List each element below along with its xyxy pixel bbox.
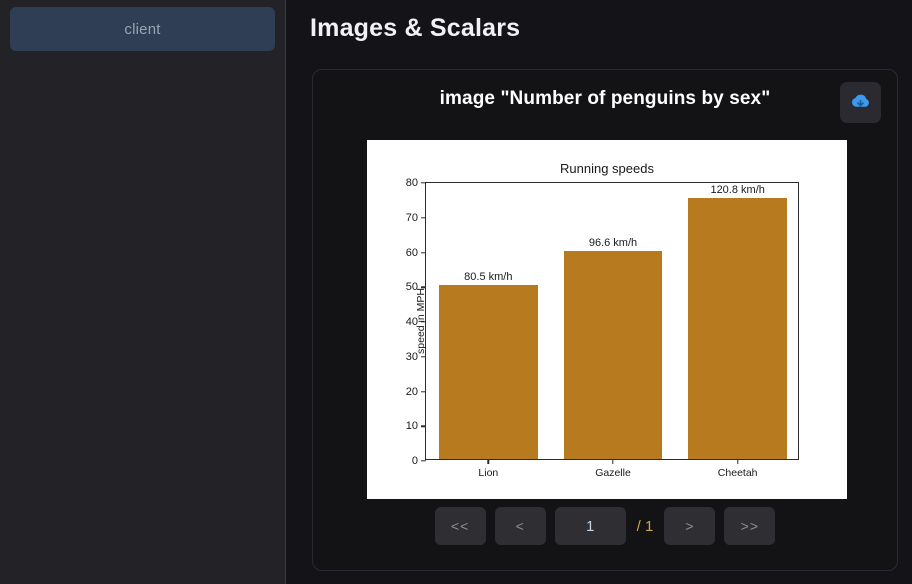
cloud-download-button[interactable] — [840, 82, 881, 123]
last-page-button[interactable]: >> — [724, 507, 776, 545]
bar-value-label: 96.6 km/h — [588, 236, 638, 249]
y-tick-mark — [421, 182, 426, 184]
y-tick-mark — [421, 286, 426, 288]
card-header: image "Number of penguins by sex" — [313, 70, 897, 132]
pagination: << < / 1 > >> — [313, 507, 897, 545]
bar — [688, 198, 787, 459]
next-page-button[interactable]: > — [664, 507, 716, 545]
y-tick-label: 20 — [405, 385, 418, 398]
x-tick-mark — [736, 459, 739, 464]
y-tick-label: 80 — [405, 177, 418, 189]
bar — [563, 250, 663, 459]
x-tick-mark — [612, 459, 614, 464]
x-tick-label: Gazelle — [595, 467, 631, 479]
y-tick-mark — [421, 356, 426, 358]
x-tick-label: Cheetah — [717, 467, 758, 479]
page-number-input[interactable] — [554, 507, 626, 545]
prev-page-button[interactable]: < — [494, 507, 546, 545]
y-tick-label: 50 — [405, 281, 418, 294]
page-total-label: / 1 — [636, 517, 654, 535]
y-tick-label: 60 — [405, 246, 418, 259]
cloud-download-icon — [850, 91, 871, 115]
y-tick-mark — [421, 217, 426, 219]
image-card: image "Number of penguins by sex" Runnin… — [312, 69, 898, 571]
y-tick-label: 30 — [405, 350, 418, 363]
bar-value-label: 80.5 km/h — [464, 271, 513, 284]
y-tick-label: 10 — [405, 420, 418, 433]
bar-value-label: 120.8 km/h — [710, 184, 765, 197]
y-tick-mark — [421, 251, 426, 254]
chart-title: Running speeds — [560, 161, 654, 176]
y-tick-label: 70 — [405, 211, 418, 224]
y-tick-mark — [421, 390, 426, 393]
bar — [439, 285, 538, 459]
sidebar-item-label: client — [124, 20, 161, 38]
plot-area: speed in MPH 0 10 20 30 40 50 60 70 80 80.5 km/h… — [406, 177, 799, 479]
sidebar: client — [0, 0, 286, 584]
y-tick-mark — [421, 321, 426, 323]
x-tick-label: Lion — [478, 467, 499, 479]
first-page-button[interactable]: << — [434, 507, 486, 545]
y-tick-mark — [421, 460, 426, 462]
sidebar-item-client[interactable]: client — [10, 7, 275, 51]
y-tick-label: 40 — [405, 316, 418, 328]
image-title: image "Number of penguins by sex" — [439, 88, 771, 109]
y-tick-label: 0 — [411, 455, 418, 467]
x-tick-mark — [487, 459, 490, 464]
chart-image: Running speeds speed in MPH 0 10 20 30 40 50 6… — [367, 140, 847, 499]
y-tick-mark — [421, 425, 426, 427]
page-title: Images & Scalars — [310, 14, 521, 42]
